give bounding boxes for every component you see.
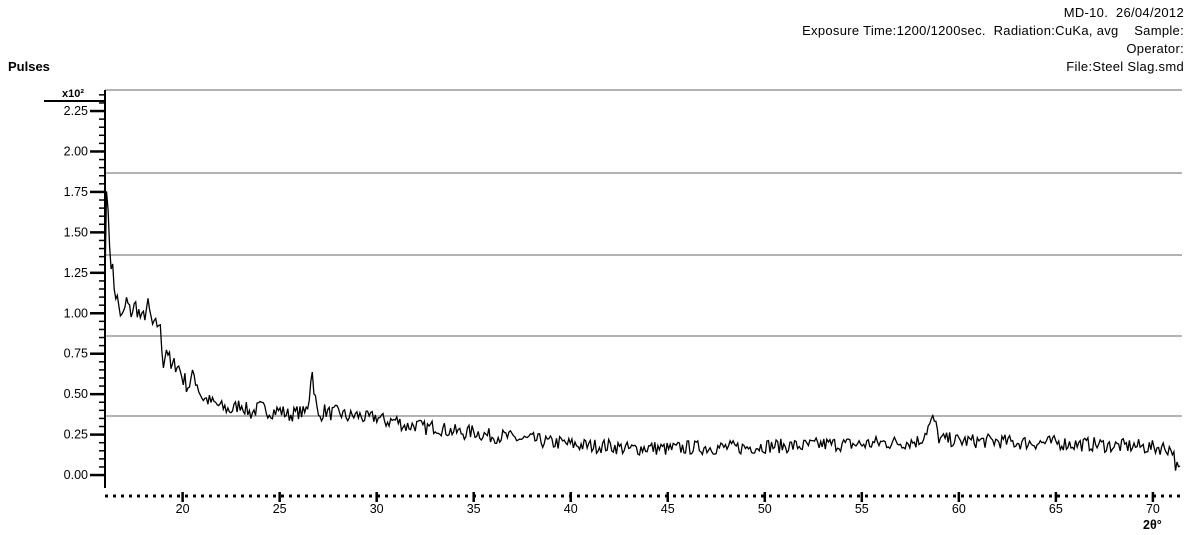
x-tick-label: 30 bbox=[370, 502, 384, 516]
x-tick-label: 70 bbox=[1146, 502, 1160, 516]
header-line-3: Operator: bbox=[1126, 41, 1184, 56]
x-tick-label: 50 bbox=[758, 502, 772, 516]
x-tick-label: 60 bbox=[952, 502, 966, 516]
x-tick-label: 35 bbox=[467, 502, 481, 516]
x-axis-label: 2θ° bbox=[1143, 518, 1162, 532]
header-line-2: Exposure Time:1200/1200sec. Radiation:Cu… bbox=[802, 23, 1184, 38]
x-tick-label: 40 bbox=[564, 502, 578, 516]
y-tick-label: 0.25 bbox=[64, 428, 88, 442]
y-tick-label: 1.25 bbox=[64, 266, 88, 280]
x-tick-label: 25 bbox=[273, 502, 287, 516]
y-tick-label: 0.50 bbox=[64, 387, 88, 401]
x-tick-label: 20 bbox=[176, 502, 190, 516]
y-tick-label: 2.25 bbox=[64, 104, 88, 118]
x-tick-label: 45 bbox=[661, 502, 675, 516]
axes: 0.00 0.25 0.50 0.75 1.00 1.25 1.50 1.75 2.00 2.25… bbox=[44, 90, 1182, 516]
x-tick-label: 65 bbox=[1049, 502, 1063, 516]
y-multiplier-label: x10² bbox=[62, 88, 84, 100]
y-tick-label: 2.00 bbox=[64, 144, 88, 158]
y-tick-label: 1.75 bbox=[64, 185, 88, 199]
series-layer bbox=[104, 191, 1181, 471]
series-line bbox=[104, 191, 1181, 471]
header-line-1: MD-10. 26/04/2012 bbox=[1063, 5, 1184, 20]
y-axis-label: Pulses bbox=[8, 59, 50, 74]
y-tick-label: 1.50 bbox=[64, 225, 88, 239]
y-tick-label: 0.75 bbox=[64, 347, 88, 361]
header-line-4: File:Steel Slag.smd bbox=[1066, 59, 1184, 74]
y-tick-label: 0.00 bbox=[64, 468, 88, 482]
gridlines bbox=[105, 89, 1182, 417]
x-tick-label: 55 bbox=[855, 502, 869, 516]
y-tick-label: 1.00 bbox=[64, 306, 88, 320]
